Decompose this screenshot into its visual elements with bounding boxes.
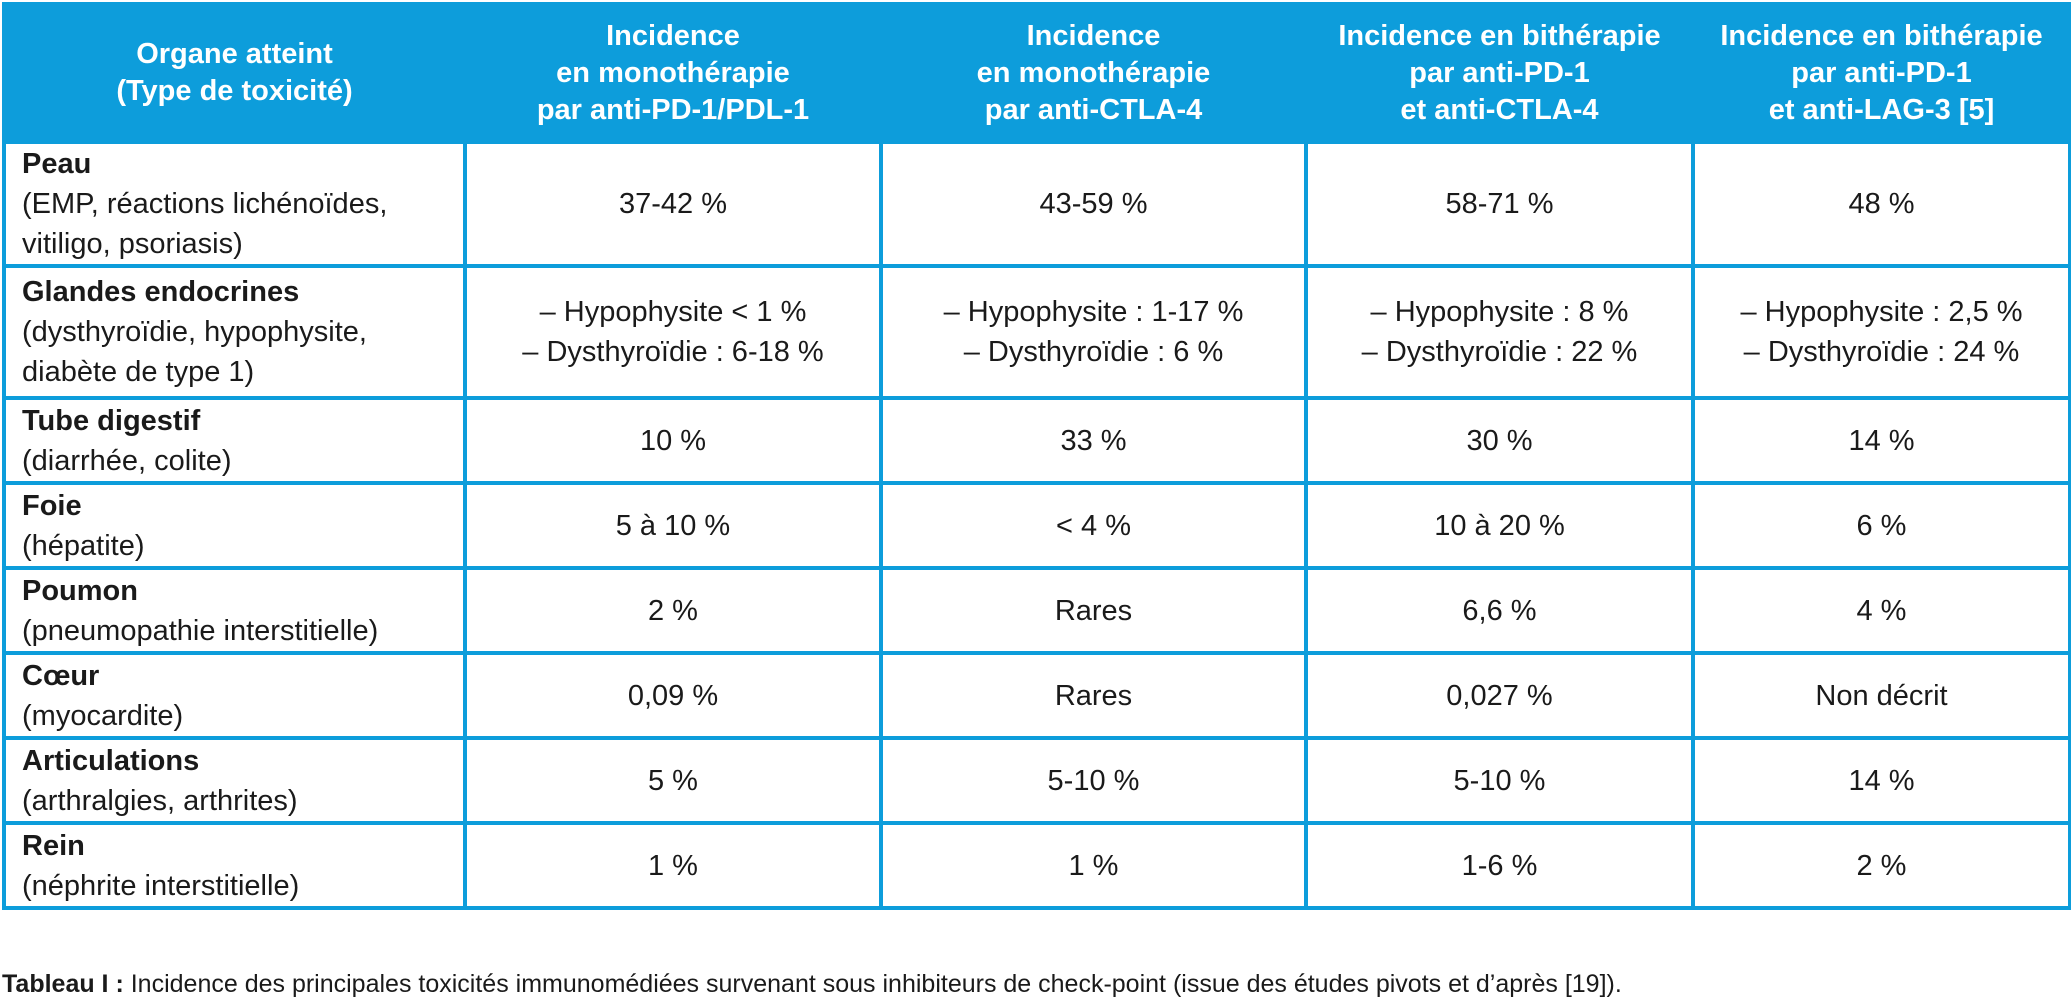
value-cell: 10 à 20 %	[1304, 481, 1695, 570]
caption-text: Incidence des principales toxicités immu…	[123, 970, 1622, 998]
value-cell: 6,6 %	[1304, 566, 1695, 655]
table-row-poumon: Poumon (pneumopathie interstitielle) 2 %…	[2, 566, 2071, 655]
value-cell: 58-71 %	[1304, 140, 1695, 268]
value-cell: 1-6 %	[1304, 821, 1695, 910]
value-cell: 5-10 %	[879, 736, 1308, 825]
toxicity-table-container: Organe atteint (Type de toxicité) Incide…	[2, 2, 2071, 910]
value-cell: 10 %	[463, 396, 883, 485]
value-cell: 4 %	[1691, 566, 2071, 655]
organ-cell: Rein (néphrite interstitielle)	[2, 821, 467, 910]
value-cell: 1 %	[463, 821, 883, 910]
table-header-row: Organe atteint (Type de toxicité) Incide…	[2, 2, 2071, 144]
value-cell: 43-59 %	[879, 140, 1308, 268]
value-cell: 1 %	[879, 821, 1308, 910]
value-cell: 5 %	[463, 736, 883, 825]
value-cell: 30 %	[1304, 396, 1695, 485]
toxicity-incidence-table: Organe atteint (Type de toxicité) Incide…	[2, 2, 2071, 910]
table-row-coeur: Cœur (myocardite) 0,09 % Rares 0,027 % N…	[2, 651, 2071, 740]
value-cell: 5 à 10 %	[463, 481, 883, 570]
value-cell: – Hypophysite : 1-17 % – Dysthyroïdie : …	[879, 264, 1308, 400]
header-organ: Organe atteint (Type de toxicité)	[2, 2, 467, 144]
value-cell: < 4 %	[879, 481, 1308, 570]
value-cell: 33 %	[879, 396, 1308, 485]
organ-cell: Glandes endocrines (dysthyroïdie, hypoph…	[2, 264, 467, 400]
value-cell: Rares	[879, 651, 1308, 740]
value-cell: 5-10 %	[1304, 736, 1695, 825]
table-row-foie: Foie (hépatite) 5 à 10 % < 4 % 10 à 20 %…	[2, 481, 2071, 570]
table-row-tube-digestif: Tube digestif (diarrhée, colite) 10 % 33…	[2, 396, 2071, 485]
value-cell: 0,027 %	[1304, 651, 1695, 740]
organ-cell: Tube digestif (diarrhée, colite)	[2, 396, 467, 485]
value-cell: – Hypophysite : 2,5 % – Dysthyroïdie : 2…	[1691, 264, 2071, 400]
organ-cell: Articulations (arthralgies, arthrites)	[2, 736, 467, 825]
value-cell: 2 %	[1691, 821, 2071, 910]
value-cell: Non décrit	[1691, 651, 2071, 740]
caption-label: Tableau I :	[2, 970, 124, 998]
header-bi-pd1-lag3: Incidence en bithérapie par anti-PD-1 et…	[1691, 2, 2071, 144]
value-cell: Rares	[879, 566, 1308, 655]
table-row-peau: Peau (EMP, réactions lichénoïdes, vitili…	[2, 140, 2071, 268]
table-row-rein: Rein (néphrite interstitielle) 1 % 1 % 1…	[2, 821, 2071, 910]
value-cell: – Hypophysite < 1 % – Dysthyroïdie : 6-1…	[463, 264, 883, 400]
organ-cell: Peau (EMP, réactions lichénoïdes, vitili…	[2, 140, 467, 268]
value-cell: 2 %	[463, 566, 883, 655]
value-cell: 37-42 %	[463, 140, 883, 268]
value-cell: 14 %	[1691, 736, 2071, 825]
organ-cell: Poumon (pneumopathie interstitielle)	[2, 566, 467, 655]
value-cell: 48 %	[1691, 140, 2071, 268]
table-row-articulations: Articulations (arthralgies, arthrites) 5…	[2, 736, 2071, 825]
table-row-glandes-endocrines: Glandes endocrines (dysthyroïdie, hypoph…	[2, 264, 2071, 400]
organ-cell: Foie (hépatite)	[2, 481, 467, 570]
value-cell: 0,09 %	[463, 651, 883, 740]
organ-cell: Cœur (myocardite)	[2, 651, 467, 740]
value-cell: 6 %	[1691, 481, 2071, 570]
header-bi-pd1-ctla4: Incidence en bithérapie par anti-PD-1 et…	[1304, 2, 1695, 144]
value-cell: – Hypophysite : 8 % – Dysthyroïdie : 22 …	[1304, 264, 1695, 400]
value-cell: 14 %	[1691, 396, 2071, 485]
table-caption: Tableau I : Incidence des principales to…	[2, 968, 1622, 1000]
header-mono-ctla4: Incidence en monothérapie par anti-CTLA-…	[879, 2, 1308, 144]
header-mono-pd1: Incidence en monothérapie par anti-PD-1/…	[463, 2, 883, 144]
